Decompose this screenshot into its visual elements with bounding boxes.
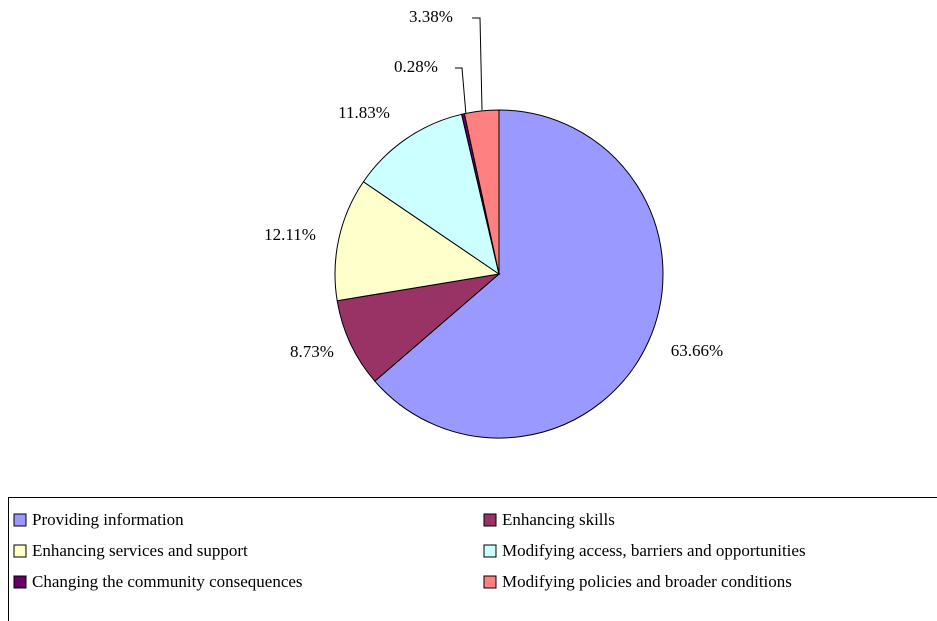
legend-swatch: [13, 575, 27, 589]
pie-slice: [336, 273, 501, 382]
legend-label: Enhancing skills: [502, 510, 615, 529]
legend-swatch: [483, 513, 497, 527]
pie-slice: [374, 109, 664, 439]
pie-slice: [334, 181, 501, 302]
pie-slice: [362, 113, 500, 276]
legend-label: Enhancing services and support: [32, 541, 248, 560]
leader-line: [472, 17, 483, 111]
data-label: 63.66%: [671, 341, 723, 360]
legend-label: Modifying access, barriers and opportuni…: [502, 541, 806, 560]
leader-line: [455, 67, 467, 116]
legend-box: [8, 497, 937, 621]
data-label: 12.11%: [264, 225, 316, 244]
data-label: 0.28%: [394, 57, 438, 76]
legend-label: Changing the community consequences: [32, 572, 303, 591]
legend-label: Modifying policies and broader condition…: [502, 572, 792, 591]
legend-swatch: [13, 544, 27, 558]
data-label: 3.38%: [409, 7, 453, 26]
legend-swatch: [483, 544, 497, 558]
legend-swatch: [13, 513, 27, 527]
data-label: 8.73%: [290, 342, 334, 361]
data-label: 11.83%: [338, 103, 390, 122]
legend-swatch: [483, 575, 497, 589]
legend-label: Providing information: [32, 510, 184, 529]
pie-slice: [463, 109, 500, 275]
